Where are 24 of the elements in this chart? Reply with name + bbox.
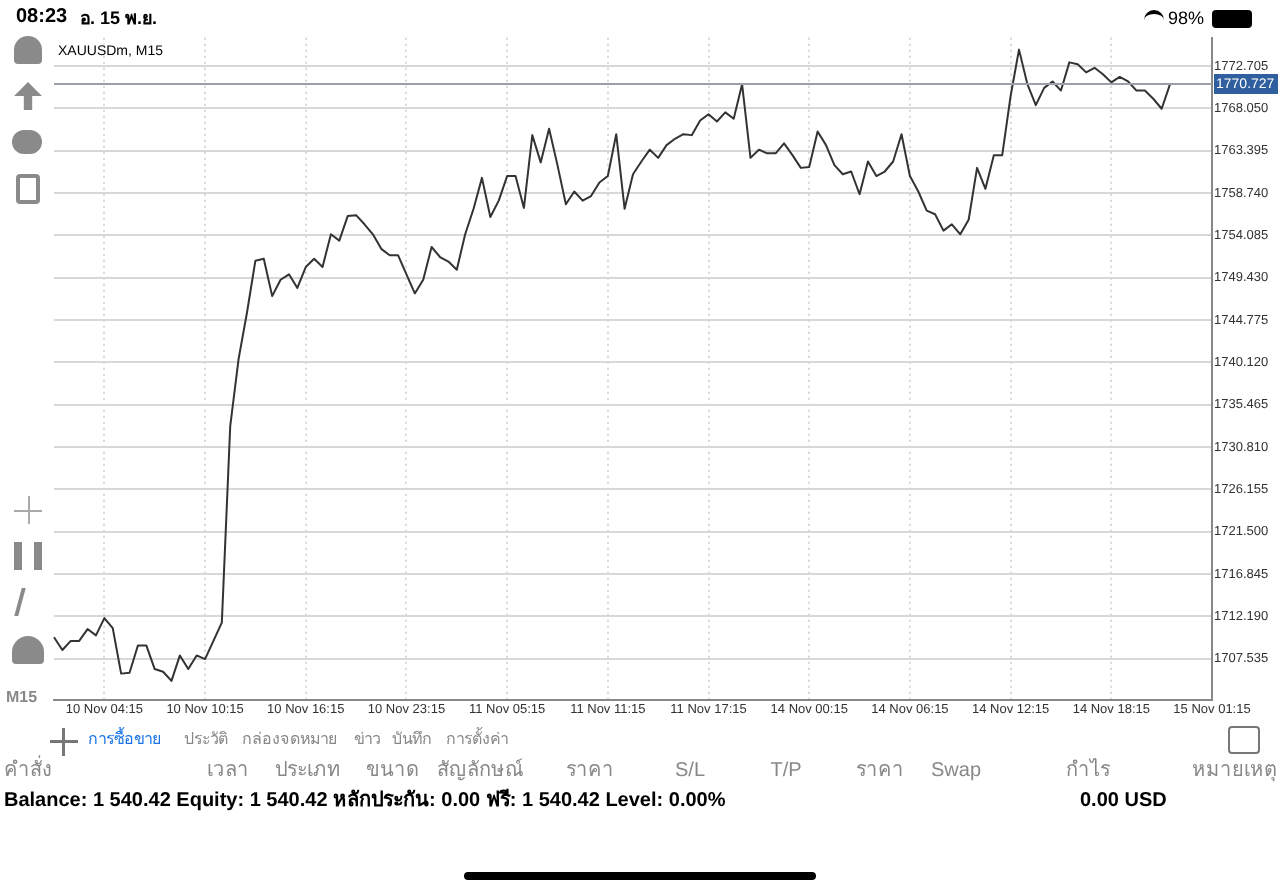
text: 08:23 xyxy=(16,6,68,30)
text: เวลา xyxy=(207,760,249,784)
text: กล่องจดหมาย xyxy=(242,728,338,752)
text: หมายเหตุ xyxy=(1192,760,1276,784)
text: ประวัติ xyxy=(184,728,228,752)
text: ราคา xyxy=(856,760,904,784)
text: S/L xyxy=(674,760,706,784)
text: คำสั่ง xyxy=(4,760,52,784)
text: 0.00 USD xyxy=(1080,790,1167,814)
text: อ. 15 พ.ย. xyxy=(80,6,158,30)
text: ราคา xyxy=(566,760,614,784)
text: สัญลักษณ์ xyxy=(437,760,523,784)
text: การซื้อขาย xyxy=(88,728,162,752)
text: บันทึก xyxy=(392,728,432,752)
text: Balance: 1 540.42 Equity: 1 540.42 หลักประกัน: 0.00 ฟรี: 1 540.42 Level: 0.00% xyxy=(4,790,726,814)
text: T/P xyxy=(770,760,802,784)
text: ขนาด xyxy=(366,760,418,784)
text: Swap xyxy=(930,760,982,784)
text: 98% xyxy=(1168,6,1205,30)
text: กำไร xyxy=(1066,760,1110,784)
text: การตั้งค่า xyxy=(446,728,508,752)
text: M15 xyxy=(6,686,38,710)
text: ประเภท xyxy=(275,760,341,784)
text: ข่าว xyxy=(354,728,380,752)
